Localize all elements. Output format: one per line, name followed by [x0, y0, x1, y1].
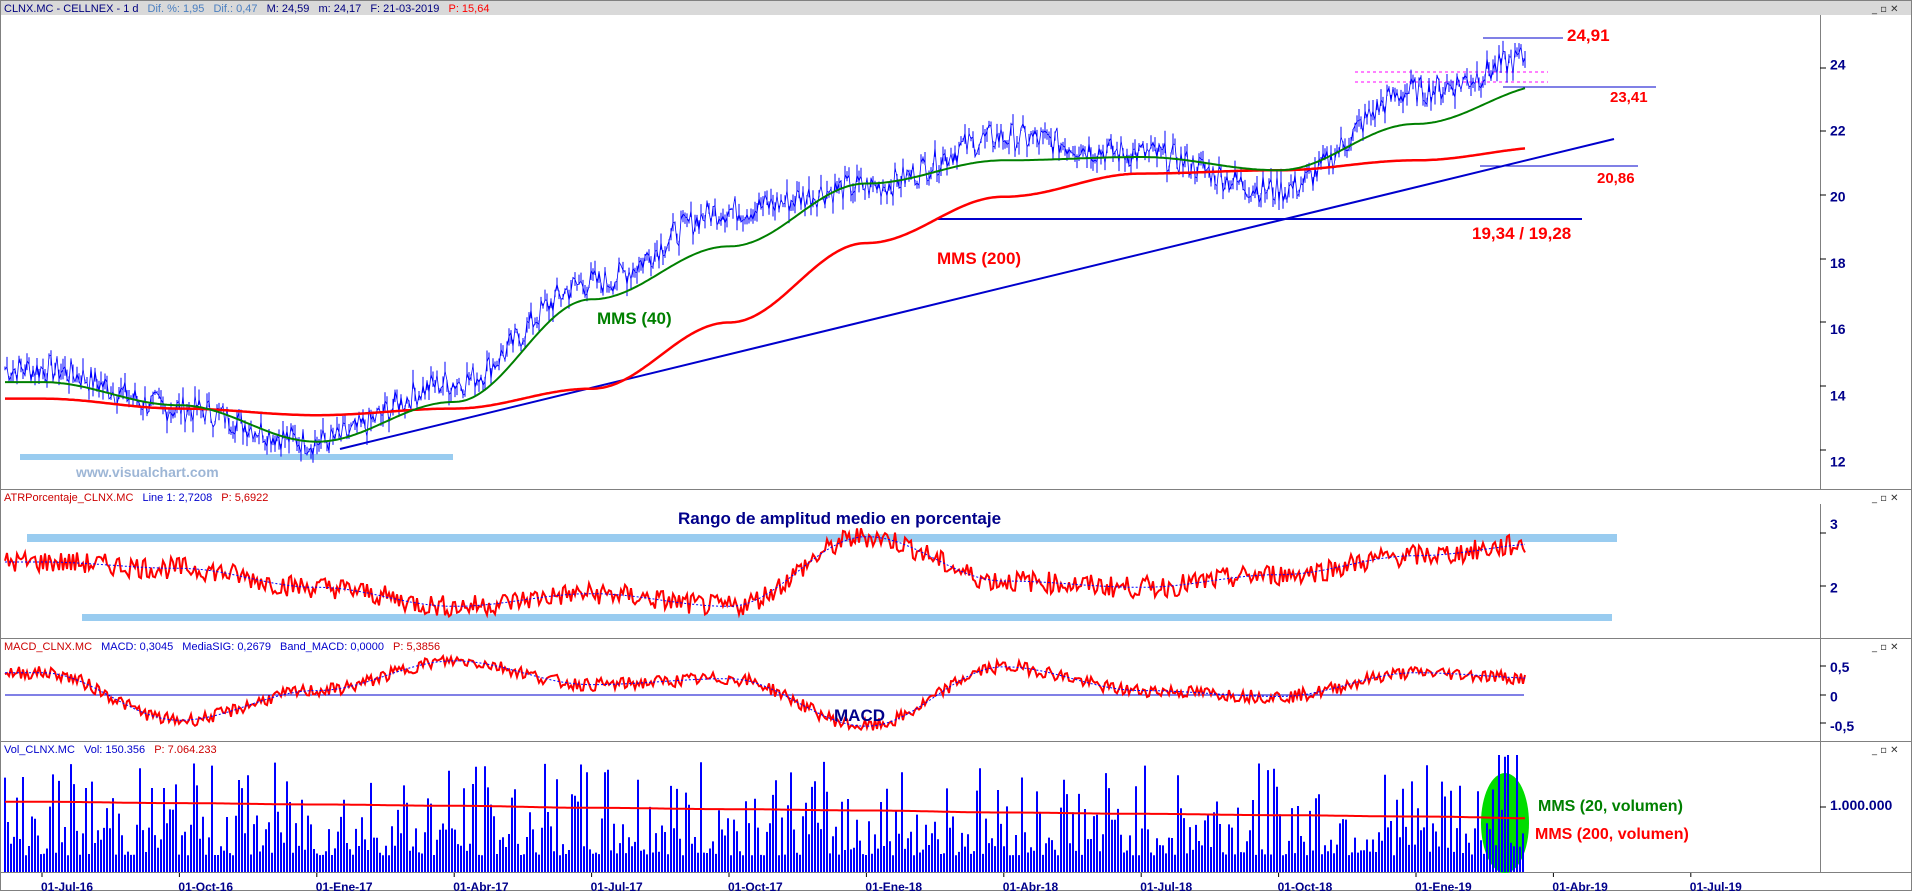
macd-title: MACD — [834, 706, 885, 725]
y-tick-label: 12 — [1830, 454, 1846, 470]
vol-ma20-label: MMS (20, volumen) — [1538, 798, 1683, 815]
y-tick-label: 1.000.000 — [1830, 797, 1892, 813]
macd-signal-line — [5, 660, 1526, 727]
chart-labels: 24,91 23,41 20,86 19,34 / 19,28 MMS (200… — [597, 26, 1689, 843]
x-tick-label: 01-Oct-17 — [728, 880, 783, 892]
x-tick-label: 01-Jul-16 — [41, 880, 93, 892]
y-tick-label: 2 — [1830, 579, 1838, 595]
svg-text:_ ▫ ✕: _ ▫ ✕ — [1871, 4, 1899, 15]
macd-header: MACD_CLNX.MC MACD: 0,3045 MediaSIG: 0,26… — [4, 641, 440, 653]
watermark: www.visualchart.com — [75, 464, 219, 480]
vol-ma200-line — [5, 800, 1525, 820]
y-tick-label: 0 — [1830, 688, 1838, 704]
y-axis — [1820, 67, 1826, 808]
atr-signal-line — [5, 536, 1526, 607]
atr-upper-band — [27, 534, 1617, 542]
price-header: CLNX.MC - CELLNEX - 1 d Dif. %: 1,95 Dif… — [4, 3, 489, 15]
volume-bars — [4, 755, 1524, 872]
ma200-line — [5, 147, 1526, 417]
y-tick-label: 24 — [1830, 56, 1846, 72]
ma200-label: MMS (200) — [937, 249, 1021, 268]
support-label: 19,34 / 19,28 — [1472, 224, 1571, 243]
level-mid-label: 23,41 — [1610, 89, 1648, 106]
ma40-line — [5, 87, 1526, 443]
x-tick-label: 01-Abr-18 — [1003, 880, 1059, 892]
y-tick-label: -0,5 — [1830, 718, 1854, 734]
x-tick-label: 01-Ene-17 — [316, 880, 373, 892]
chart-marks — [4, 40, 1526, 872]
y-tick-label: 22 — [1830, 123, 1846, 139]
y-tick-label: 0,5 — [1830, 659, 1850, 675]
atr-line — [4, 528, 1526, 619]
x-tick-label: 01-Oct-18 — [1278, 880, 1333, 892]
atr-header-bar — [1, 490, 1911, 504]
x-tick-label: 01-Jul-18 — [1140, 880, 1192, 892]
svg-text:_ ▫ ✕: _ ▫ ✕ — [1871, 493, 1899, 504]
x-tick-label: 01-Jul-19 — [1690, 880, 1742, 892]
y-tick-label: 18 — [1830, 255, 1846, 271]
price-annotations: www.visualchart.com — [20, 37, 1656, 480]
y-tick-labels: 12 14 16 18 20 22 24 2 3 -0,5 0 0,5 1.000.000 — [1830, 56, 1892, 813]
window-controls[interactable]: _ ▫ ✕ _ ▫ ✕ _ ▫ ✕ _ ▫ ✕ — [1871, 4, 1899, 756]
price-line — [4, 46, 1526, 456]
vol-header: Vol_CLNX.MC Vol: 150.356 P: 7.064.233 — [4, 744, 217, 756]
price-header-bar — [1, 1, 1911, 15]
level-low-label: 20,86 — [1597, 170, 1635, 187]
level-high-label: 24,91 — [1567, 26, 1610, 45]
ma40-label: MMS (40) — [597, 309, 672, 328]
svg-text:_ ▫ ✕: _ ▫ ✕ — [1871, 642, 1899, 653]
x-axis: 01-Jul-16 01-Oct-16 01-Ene-17 01-Abr-17 01-J… — [41, 873, 1742, 892]
x-tick-label: 01-Ene-18 — [865, 880, 922, 892]
support-band — [20, 454, 453, 460]
trendline — [339, 138, 1615, 450]
x-tick-label: 01-Ene-19 — [1415, 880, 1472, 892]
atr-lower-band — [82, 614, 1612, 621]
x-tick-label: 01-Abr-19 — [1552, 880, 1608, 892]
y-tick-label: 3 — [1830, 516, 1838, 532]
x-tick-label: 01-Jul-17 — [591, 880, 643, 892]
x-tick-label: 01-Abr-17 — [453, 880, 509, 892]
atr-header: ATRPorcentaje_CLNX.MC Line 1: 2,7208 P: … — [4, 492, 268, 504]
price-bars — [4, 40, 1526, 463]
y-tick-label: 20 — [1830, 189, 1846, 205]
y-tick-label: 14 — [1830, 387, 1846, 403]
y-tick-label: 16 — [1830, 321, 1846, 337]
x-tick-label: 01-Oct-16 — [178, 880, 233, 892]
atr-title: Rango de amplitud medio en porcentaje — [678, 509, 1001, 528]
macd-line — [4, 653, 1526, 732]
vol-ma200-label: MMS (200, volumen) — [1535, 826, 1689, 843]
svg-text:_ ▫ ✕: _ ▫ ✕ — [1871, 745, 1899, 756]
